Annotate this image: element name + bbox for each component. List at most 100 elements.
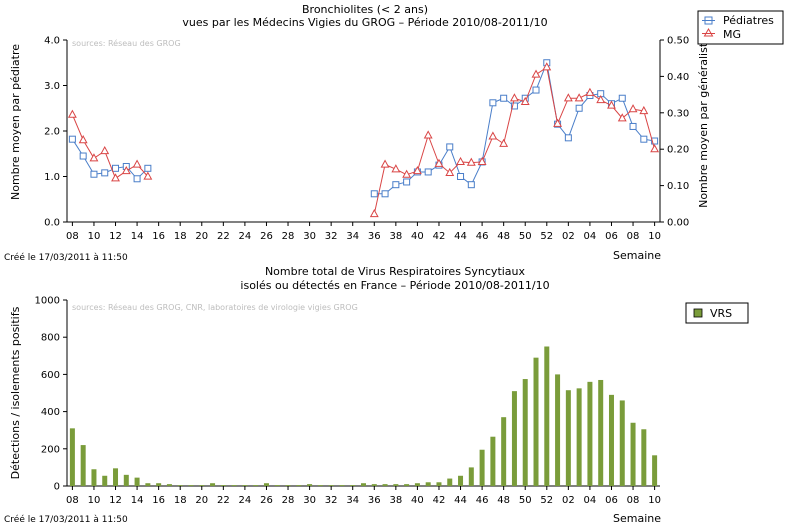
- mg-point-04-48: [585, 87, 595, 96]
- bottom-bars: [69, 346, 658, 486]
- mg-point-51-43: [531, 69, 541, 78]
- mg-point-42-34: [434, 158, 444, 167]
- bottom-chart-source: sources: Réseau des GROG, CNR, laboratoi…: [72, 302, 358, 312]
- bottom-x-tick-label-6: 20: [195, 495, 208, 506]
- top-x-tick-label-11: 30: [303, 231, 316, 242]
- mg-point-08-0: [67, 109, 77, 118]
- bottom-x-tick-label-17: 42: [433, 495, 446, 506]
- mg-point-44-36: [456, 156, 465, 166]
- top-chart-subtitle: vues par les Médecins Vigies du GROG – P…: [182, 16, 547, 29]
- bottom-x-tick-label-18: 44: [454, 495, 467, 506]
- bottom-y-tick-label-3: 600: [41, 370, 60, 381]
- mg-point-36-28: [369, 208, 379, 218]
- pediatres-legend-label: Pédiatres: [723, 14, 774, 27]
- vrs-bar-38-30: [393, 484, 399, 486]
- top-chart-title: Bronchiolites (< 2 ans): [302, 3, 428, 16]
- pediatres-point-03-47: [575, 104, 583, 112]
- pediatres-point-12-4: [112, 164, 120, 172]
- pediatres-point-07-51: [618, 94, 626, 102]
- top-x-tick-label-9: 26: [260, 231, 273, 242]
- top-x-tick-label-21: 50: [519, 231, 532, 242]
- bottom-legend-box: [685, 302, 749, 324]
- top-x-tick-label-8: 24: [239, 231, 252, 242]
- top-x-tick-label-17: 42: [433, 231, 446, 242]
- top-x-tick-label-0: 08: [66, 231, 79, 242]
- vrs-bar-31-23: [317, 485, 323, 486]
- pediatres-point-45-37: [467, 181, 475, 189]
- vrs-bar-20-12: [199, 485, 205, 486]
- vrs-legend-label: VRS: [710, 307, 732, 320]
- vrs-bar-46-38: [479, 449, 485, 486]
- top-x-tick-label-5: 18: [174, 231, 187, 242]
- right-tick-label-1: 0.10: [667, 181, 689, 192]
- top-x-tick-label-15: 38: [389, 231, 402, 242]
- vrs-bar-10-2: [91, 469, 97, 486]
- top-x-tick-label-7: 22: [217, 231, 230, 242]
- mg-point-05-49: [596, 95, 606, 104]
- vrs-bar-35-27: [361, 483, 366, 486]
- bottom-x-tick-label-11: 30: [303, 495, 316, 506]
- left-tick-label-3: 3.0: [44, 81, 60, 92]
- bottom-x-ticks: 08 10 12 14 16 18 20 22 24 26 28 30 32 34 36 38 40 42 44 46…: [66, 486, 661, 506]
- pediatres-point-43-35: [446, 143, 454, 151]
- bottom-x-tick-label-25: 06: [605, 495, 618, 506]
- mg-point-02-46: [563, 93, 573, 102]
- vrs-bar-09-1: [80, 445, 86, 486]
- vrs-bar-28-20: [285, 485, 291, 486]
- vrs-legend-swatch-icon: [693, 308, 703, 318]
- vrs-bar-17-9: [166, 484, 172, 486]
- mg-point-08-52: [628, 104, 638, 113]
- bottom-x-tick-label-23: 02: [562, 495, 575, 506]
- bottom-legend: VRS: [685, 302, 749, 324]
- top-legend: Pédiatres MG: [697, 10, 784, 45]
- mg-point-37-29: [380, 159, 390, 168]
- pediatres-point-49-41: [510, 102, 518, 110]
- top-x-tick-label-18: 44: [454, 231, 467, 242]
- bottom-y-tick-label-1: 200: [41, 444, 60, 455]
- mg-point-14-6: [132, 159, 142, 168]
- mg-point-11-3: [100, 145, 110, 155]
- bottom-x-tick-label-4: 16: [152, 495, 165, 506]
- mg-point-09-53: [639, 105, 649, 115]
- pediatres-point-15-7: [144, 164, 152, 172]
- mg-point-48-40: [499, 138, 509, 147]
- vrs-bar-45-37: [468, 467, 474, 486]
- top-y-label-right: Nombre moyen par généraliste: [697, 36, 710, 208]
- top-x-tick-label-20: 48: [497, 231, 510, 242]
- top-right-ticks: 0.00 0.10 0.20 0.30 0.40 0.50: [660, 36, 689, 229]
- bottom-x-tick-label-19: 46: [476, 495, 489, 506]
- vrs-bar-25-17: [253, 485, 259, 486]
- vrs-bar-29-21: [296, 485, 302, 486]
- bottom-y-tick-label-0: 0: [54, 482, 60, 493]
- mg-point-09-1: [78, 135, 88, 144]
- bottom-x-tick-label-10: 28: [282, 495, 295, 506]
- bottom-x-tick-label-20: 48: [497, 495, 510, 506]
- mg-legend-label: MG: [723, 28, 741, 41]
- bottom-y-tick-label-4: 800: [41, 333, 60, 344]
- top-x-tick-label-13: 34: [346, 231, 359, 242]
- vrs-bar-32-24: [328, 485, 334, 486]
- top-x-tick-label-23: 02: [562, 231, 575, 242]
- bottom-created: Créé le 17/03/2011 à 11:50: [4, 514, 128, 525]
- bottom-x-tick-label-13: 34: [346, 495, 359, 506]
- vrs-bar-44-36: [458, 475, 464, 486]
- vrs-bar-37-29: [382, 484, 388, 486]
- mg-point-10-2: [89, 153, 99, 162]
- vrs-bar-50-42: [522, 379, 528, 486]
- mg-point-01-45: [553, 118, 563, 127]
- top-x-tick-label-12: 32: [325, 231, 338, 242]
- left-tick-label-0: 0.0: [44, 218, 60, 229]
- vrs-bar-49-41: [511, 391, 517, 486]
- top-chart-source: sources: Réseau des GROG: [72, 38, 181, 48]
- vrs-bar-40-32: [414, 483, 420, 486]
- bottom-y-ticks: 0 200 400 600 800 1000: [35, 296, 67, 493]
- bottom-x-tick-label-9: 26: [260, 495, 273, 506]
- series-mg-line-0: [71, 114, 149, 180]
- top-x-tick-label-22: 52: [540, 231, 553, 242]
- mg-point-41-33: [423, 130, 433, 139]
- bottom-x-tick-label-27: 10: [648, 495, 661, 506]
- pediatres-point-38-30: [392, 181, 400, 189]
- top-x-tick-label-4: 16: [152, 231, 165, 242]
- mg-point-38-30: [391, 164, 401, 173]
